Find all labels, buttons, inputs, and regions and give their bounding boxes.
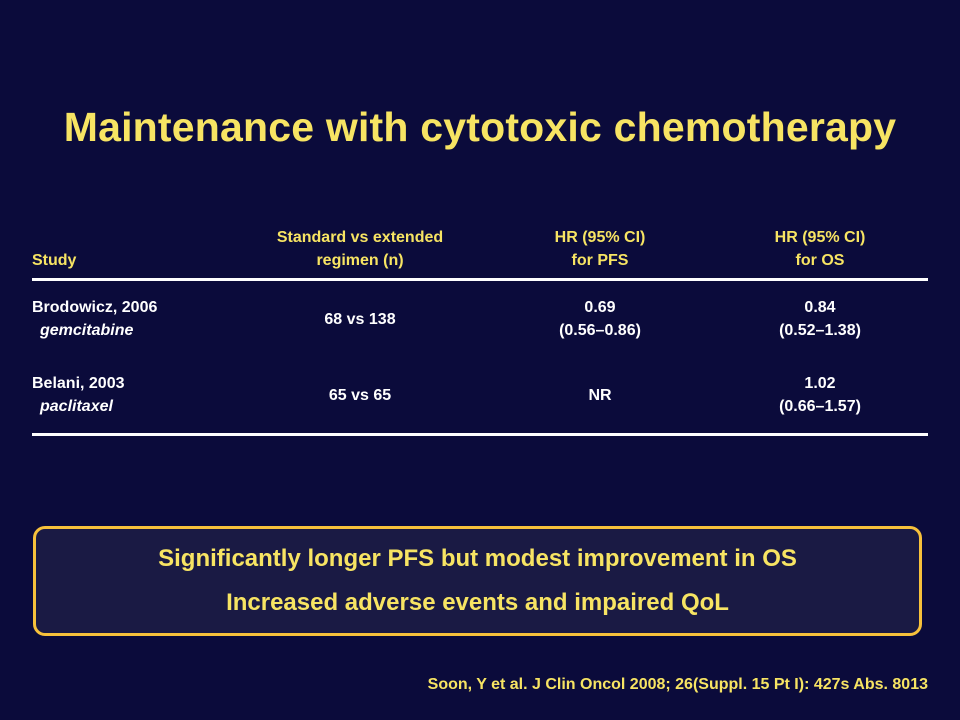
header-regimen: Standard vs extended regimen (n) — [276, 229, 444, 269]
pfs-cell: 0.69 (0.56–0.86) — [559, 299, 641, 339]
table-row: Brodowicz, 2006 gemcitabine 68 vs 138 0.… — [32, 281, 928, 357]
summary-line-1: Significantly longer PFS but modest impr… — [158, 545, 797, 572]
table-header: Study Standard vs extended regimen (n) H… — [32, 226, 928, 281]
study-drug: gemcitabine — [40, 322, 134, 339]
pfs-cell: NR — [588, 386, 612, 404]
summary-box: Significantly longer PFS but modest impr… — [33, 526, 922, 636]
header-study: Study — [32, 252, 77, 269]
summary-line-2: Increased adverse events and impaired Qo… — [226, 589, 729, 616]
regimen-cell: 68 vs 138 — [324, 310, 396, 328]
study-drug: paclitaxel — [40, 398, 113, 415]
study-cell: Brodowicz, 2006 gemcitabine — [32, 281, 232, 357]
regimen-cell: 65 vs 65 — [328, 386, 392, 404]
os-cell: 0.84 (0.52–1.38) — [779, 299, 861, 339]
slide-title: Maintenance with cytotoxic chemotherapy — [63, 104, 897, 150]
study-cell: Belani, 2003 paclitaxel — [32, 357, 232, 433]
header-os: HR (95% CI) for OS — [774, 229, 866, 269]
header-pfs: HR (95% CI) for PFS — [554, 229, 646, 269]
os-cell: 1.02 (0.66–1.57) — [779, 375, 861, 415]
table-row: Belani, 2003 paclitaxel 65 vs 65 NR 1.02… — [32, 357, 928, 436]
reference-citation: Soon, Y et al. J Clin Oncol 2008; 26(Sup… — [427, 676, 928, 693]
study-name: Belani, 2003 — [32, 375, 125, 392]
study-name: Brodowicz, 2006 — [32, 299, 158, 316]
results-table: Study Standard vs extended regimen (n) H… — [32, 226, 928, 436]
